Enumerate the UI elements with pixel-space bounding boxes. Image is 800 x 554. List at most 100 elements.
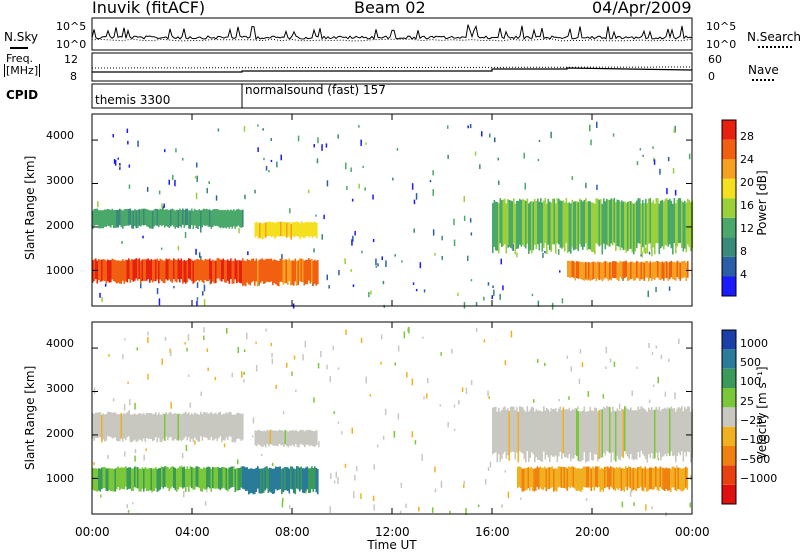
velocity-speckle: [439, 404, 442, 407]
freq-tick-low: 8: [70, 70, 77, 83]
velocity-cbar-tick-m500: −500: [740, 453, 771, 466]
velocity-speckle: [345, 329, 347, 335]
power-speckle: [648, 251, 651, 255]
power-band-5: [673, 198, 676, 244]
power-band-5: [661, 199, 664, 247]
velocity-band-5: [628, 410, 631, 459]
power-speckle: [447, 154, 449, 159]
velocity-speckle: [382, 435, 385, 440]
velocity-band-3: [230, 412, 232, 437]
power-band-3: [161, 209, 163, 227]
power-band-2: [648, 262, 650, 282]
velocity-band-5: [607, 406, 610, 453]
power-band-1: [257, 261, 259, 287]
power-band-1: [255, 258, 258, 282]
velocity-band-5: [663, 408, 665, 457]
velocity-band-1: [287, 467, 289, 491]
velocity-speckle: [408, 326, 410, 334]
velocity-speckle: [270, 342, 272, 347]
velocity-band-5: [664, 407, 667, 455]
power-band-3: [209, 209, 211, 227]
power-band-3: [131, 210, 133, 229]
velocity-band-5: [537, 410, 539, 461]
power-band-2: [661, 261, 664, 279]
velocity-band-2: [625, 466, 627, 487]
velocity-band-5: [589, 406, 592, 453]
velocity-band-5: [678, 406, 680, 453]
velocity-band-3: [123, 412, 126, 439]
velocity-speckle: [483, 339, 486, 343]
velocity-band-3: [224, 413, 226, 441]
velocity-band-5: [655, 406, 658, 453]
power-band-5: [586, 201, 589, 251]
velocity-speckle: [344, 463, 347, 468]
power-band-1: [308, 258, 310, 281]
velocity-speckle: [282, 497, 284, 502]
velocity-speckle: [251, 435, 254, 438]
velocity-band-2: [530, 466, 533, 488]
x-tick-3: 12:00: [375, 525, 410, 539]
power-speckle: [161, 203, 163, 209]
velocity-band-2: [650, 467, 653, 490]
velocity-speckle: [304, 340, 307, 348]
power-band-0: [206, 259, 208, 282]
power-band-4: [308, 222, 311, 238]
velocity-band-0: [156, 468, 159, 492]
power-speckle: [419, 262, 422, 269]
power-band-5: [540, 198, 542, 244]
velocity-speckle: [380, 334, 383, 340]
cpid-segment-themis: themis 3300: [95, 93, 171, 107]
velocity-band-0: [201, 468, 204, 492]
x-tick-5: 20:00: [575, 525, 610, 539]
velocity-speckle: [100, 494, 102, 498]
velocity-band-5: [675, 411, 677, 463]
power-band-5: [556, 198, 559, 244]
power-speckle: [470, 232, 473, 236]
power-band-0: [182, 260, 184, 284]
power-band-5: [648, 198, 650, 245]
velocity-band-2: [643, 468, 645, 492]
power-band-3: [177, 210, 180, 228]
power-band-2: [628, 262, 631, 281]
power-band-5: [555, 203, 557, 254]
velocity-speckle: [124, 338, 126, 341]
power-band-5: [642, 200, 644, 248]
velocity-band-4: [259, 430, 261, 446]
power-band-3: [134, 209, 136, 226]
power-band-3: [231, 210, 234, 229]
power-band-5: [553, 198, 556, 245]
power-band-2: [675, 262, 677, 281]
power-band-2: [624, 261, 626, 279]
power-band-3: [237, 208, 240, 226]
velocity-speckle: [689, 474, 692, 480]
power-speckle: [432, 189, 434, 196]
velocity-band-3: [144, 414, 147, 442]
power-band-5: [660, 200, 662, 249]
power-speckle: [368, 292, 370, 298]
power-band-3: [149, 210, 151, 229]
power-band-2: [642, 261, 644, 280]
velocity-speckle: [674, 392, 676, 400]
power-band-5: [664, 199, 667, 246]
power-band-0: [173, 258, 175, 279]
velocity-speckle: [648, 399, 651, 403]
power-band-5: [517, 200, 520, 249]
power-speckle: [394, 254, 396, 257]
velocity-band-5: [603, 406, 605, 453]
velocity-band-0: [93, 468, 96, 491]
velocity-band-5: [627, 408, 629, 457]
power-band-0: [197, 258, 199, 280]
power-band-4: [263, 222, 266, 238]
power-band-1: [266, 258, 268, 282]
power-band-5: [609, 199, 611, 247]
velocity-band-0: [185, 468, 187, 492]
velocity-band-1: [305, 467, 307, 492]
freq-tick-high: 12: [64, 53, 78, 66]
velocity-band-2: [595, 466, 597, 487]
velocity-speckle: [451, 349, 453, 354]
power-band-2: [610, 262, 613, 281]
velocity-speckle: [93, 462, 95, 466]
power-speckle: [325, 143, 328, 148]
velocity-band-3: [219, 411, 222, 437]
power-band-0: [170, 259, 172, 282]
